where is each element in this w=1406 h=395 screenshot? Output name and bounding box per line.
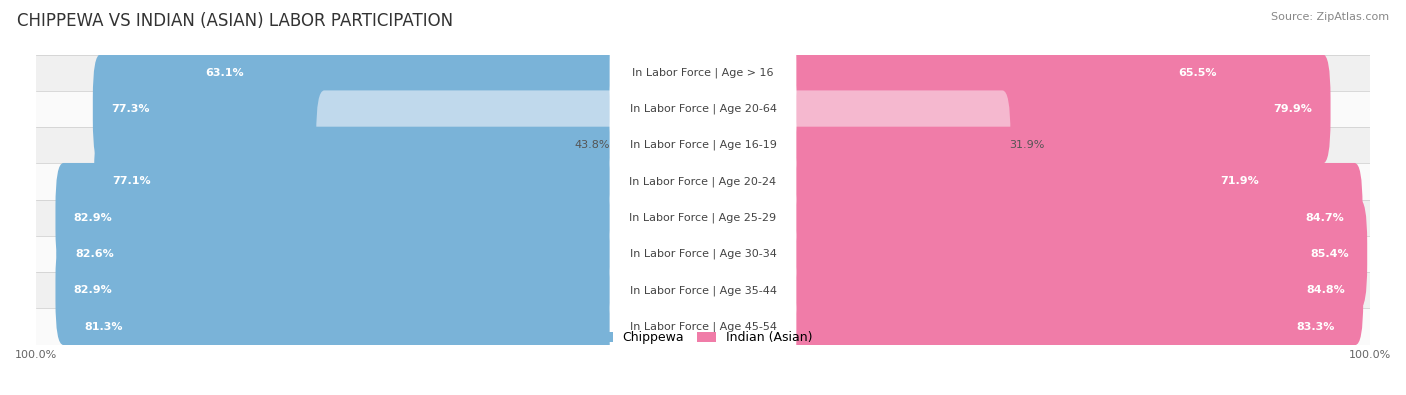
FancyBboxPatch shape [610,207,796,301]
Text: In Labor Force | Age 35-44: In Labor Force | Age 35-44 [630,285,776,295]
FancyBboxPatch shape [610,98,796,193]
Text: Source: ZipAtlas.com: Source: ZipAtlas.com [1271,12,1389,22]
FancyBboxPatch shape [58,199,624,309]
FancyBboxPatch shape [782,199,1367,309]
Legend: Chippewa, Indian (Asian): Chippewa, Indian (Asian) [593,331,813,344]
Text: 83.3%: 83.3% [1296,322,1336,331]
FancyBboxPatch shape [782,127,1277,236]
FancyBboxPatch shape [55,235,624,345]
FancyBboxPatch shape [782,90,1011,200]
Text: 65.5%: 65.5% [1178,68,1216,78]
Bar [37,91,1369,127]
Text: 77.1%: 77.1% [112,177,150,186]
Text: 71.9%: 71.9% [1220,177,1260,186]
FancyBboxPatch shape [610,61,796,156]
Text: 84.8%: 84.8% [1306,285,1346,295]
Bar [37,55,1369,91]
FancyBboxPatch shape [66,272,624,381]
Text: In Labor Force | Age 20-64: In Labor Force | Age 20-64 [630,103,776,114]
Text: 63.1%: 63.1% [205,68,245,78]
FancyBboxPatch shape [610,243,796,338]
Text: In Labor Force | Age 16-19: In Labor Force | Age 16-19 [630,140,776,150]
Text: 79.9%: 79.9% [1274,104,1313,114]
Text: In Labor Force | Age > 16: In Labor Force | Age > 16 [633,68,773,78]
Text: 81.3%: 81.3% [84,322,122,331]
FancyBboxPatch shape [610,279,796,374]
Bar [37,199,1369,236]
Bar [37,236,1369,272]
Text: In Labor Force | Age 30-34: In Labor Force | Age 30-34 [630,249,776,259]
Text: 31.9%: 31.9% [1010,140,1045,150]
Text: 43.8%: 43.8% [574,140,610,150]
FancyBboxPatch shape [782,163,1362,273]
FancyBboxPatch shape [782,54,1330,164]
Text: 82.9%: 82.9% [73,213,112,223]
FancyBboxPatch shape [610,25,796,120]
Text: In Labor Force | Age 20-24: In Labor Force | Age 20-24 [630,176,776,187]
FancyBboxPatch shape [93,54,624,164]
Bar [37,272,1369,308]
Text: 84.7%: 84.7% [1306,213,1344,223]
FancyBboxPatch shape [610,170,796,265]
FancyBboxPatch shape [782,18,1234,128]
Text: In Labor Force | Age 45-54: In Labor Force | Age 45-54 [630,321,776,332]
Bar [37,127,1369,163]
FancyBboxPatch shape [316,90,624,200]
FancyBboxPatch shape [94,127,624,236]
FancyBboxPatch shape [610,134,796,229]
Text: 82.6%: 82.6% [76,249,114,259]
FancyBboxPatch shape [782,272,1353,381]
Text: 85.4%: 85.4% [1310,249,1350,259]
Bar [37,163,1369,199]
Text: 82.9%: 82.9% [73,285,112,295]
Text: In Labor Force | Age 25-29: In Labor Force | Age 25-29 [630,213,776,223]
FancyBboxPatch shape [55,163,624,273]
Text: 77.3%: 77.3% [111,104,149,114]
FancyBboxPatch shape [187,18,624,128]
FancyBboxPatch shape [782,235,1364,345]
Text: CHIPPEWA VS INDIAN (ASIAN) LABOR PARTICIPATION: CHIPPEWA VS INDIAN (ASIAN) LABOR PARTICI… [17,12,453,30]
Bar [37,308,1369,345]
